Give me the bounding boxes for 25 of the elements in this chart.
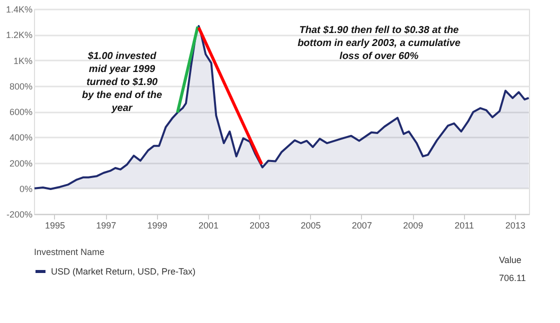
legend-title: Investment Name <box>34 247 105 257</box>
y-tick-label: 1.4K% <box>6 4 32 14</box>
y-tick-label: 0% <box>19 184 32 194</box>
y-tick-label: 600% <box>9 107 32 117</box>
x-tick-label: 2007 <box>352 220 372 230</box>
y-tick-label: 200% <box>9 158 32 168</box>
x-tick-label: 2001 <box>198 220 218 230</box>
x-tick-label: 2011 <box>454 220 474 230</box>
x-tick-label: 2009 <box>403 220 424 230</box>
x-tick-label: 1995 <box>44 220 65 230</box>
x-tick-label: 2013 <box>505 220 526 230</box>
x-tick-label: 2005 <box>300 220 321 230</box>
y-tick-label: 1.2K% <box>6 30 32 40</box>
legend-label: USD (Market Return, USD, Pre-Tax) <box>51 266 196 276</box>
annotation: That $1.90 then fell to $0.38 at the bottom in early 2003, a cumulative loss of over 60% <box>298 25 461 62</box>
y-tick-label: 400% <box>9 132 32 143</box>
y-tick-label: -200% <box>6 210 32 220</box>
x-tick-label: 2003 <box>250 220 270 230</box>
annotation: $1.00 invested mid year 1999 turned to $1.90 by the end of the year <box>82 51 162 114</box>
text: 706.11 <box>499 273 526 283</box>
y-tick-label: 800% <box>9 81 32 92</box>
x-tick-label: 1999 <box>147 220 168 230</box>
text: Value <box>499 255 522 265</box>
y-tick-label: 1K% <box>13 56 32 66</box>
x-tick-label: 1997 <box>96 220 116 230</box>
